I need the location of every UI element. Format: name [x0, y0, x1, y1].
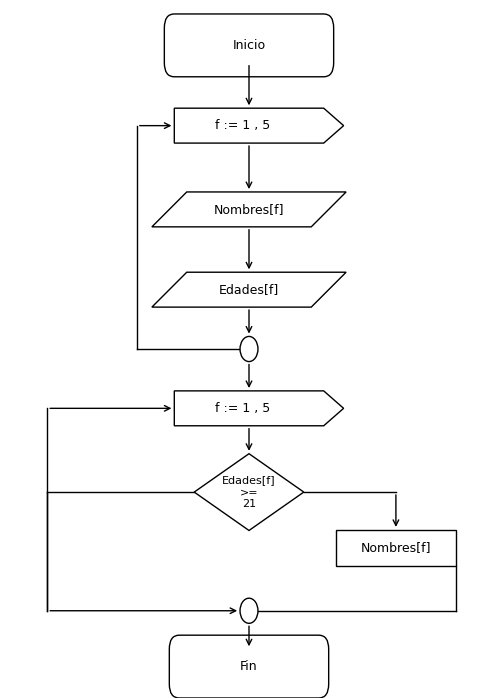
- Text: Edades[f]
>=
21: Edades[f] >= 21: [222, 475, 276, 509]
- Text: Fin: Fin: [240, 660, 258, 673]
- Text: Nombres[f]: Nombres[f]: [361, 542, 431, 554]
- Text: f := 1 , 5: f := 1 , 5: [216, 402, 270, 415]
- Polygon shape: [174, 108, 344, 143]
- Polygon shape: [174, 391, 344, 426]
- Text: Inicio: Inicio: [233, 39, 265, 52]
- FancyBboxPatch shape: [169, 635, 329, 698]
- Text: f := 1 , 5: f := 1 , 5: [216, 119, 270, 132]
- Circle shape: [240, 598, 258, 623]
- Circle shape: [240, 336, 258, 362]
- Polygon shape: [152, 192, 346, 227]
- Text: Edades[f]: Edades[f]: [219, 283, 279, 296]
- Bar: [336, 530, 456, 566]
- Polygon shape: [152, 272, 346, 307]
- FancyBboxPatch shape: [164, 14, 334, 77]
- Text: Nombres[f]: Nombres[f]: [214, 203, 284, 216]
- Polygon shape: [194, 454, 304, 530]
